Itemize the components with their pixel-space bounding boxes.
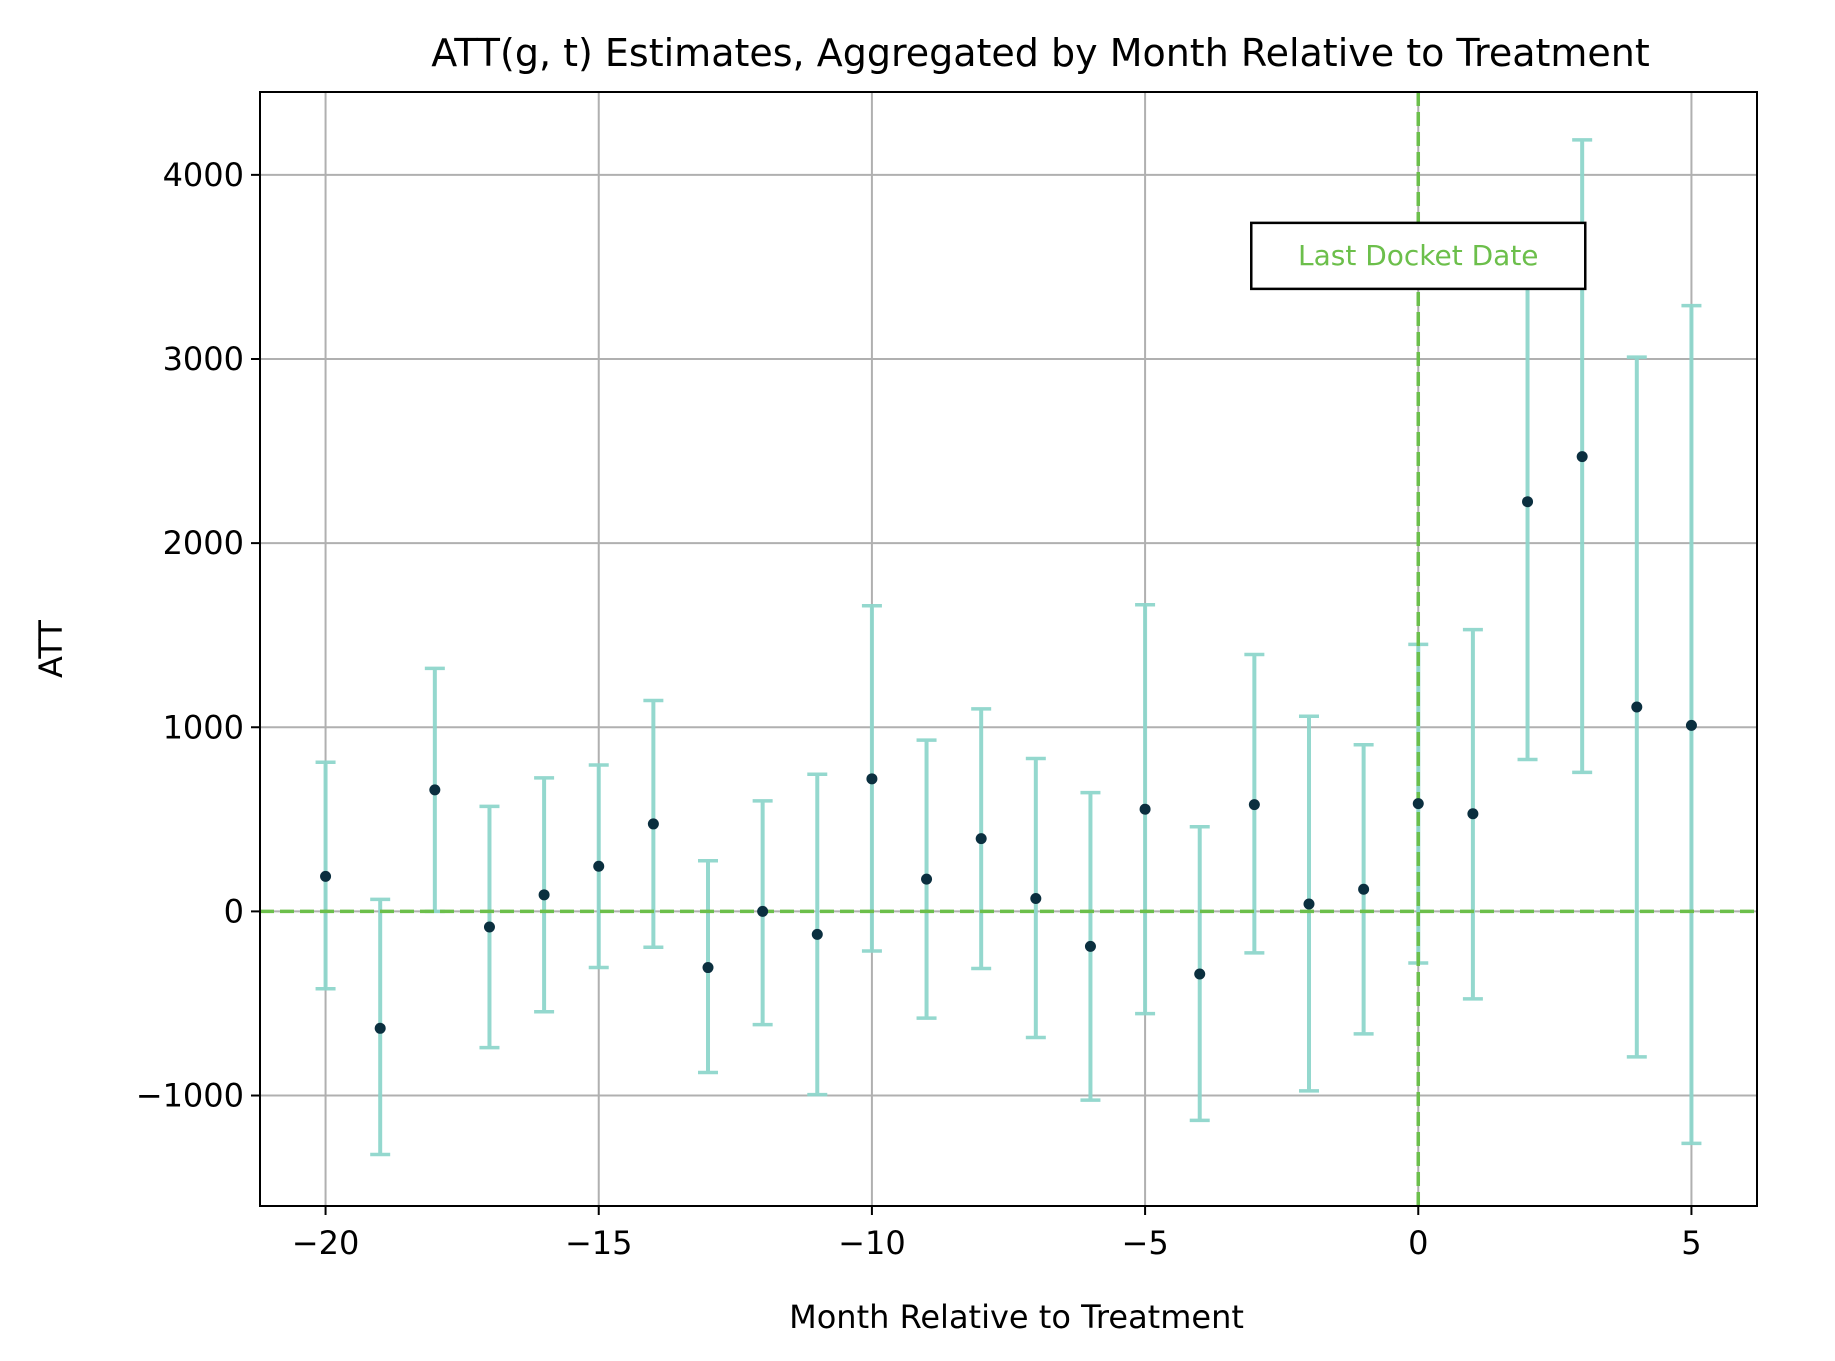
y-tick-label: −1000 (136, 1077, 244, 1115)
y-tick-label: 0 (224, 892, 244, 930)
tick-layer: −20 −15 −10 −5 0 5 −1000 0 1000 2000 3000 4000 (136, 156, 1702, 1262)
data-point (1412, 798, 1424, 810)
data-point (429, 784, 441, 796)
data-point (702, 962, 714, 974)
data-point (1522, 496, 1534, 508)
data-point (1467, 808, 1479, 820)
data-point (1685, 719, 1697, 731)
y-tick-label: 2000 (163, 524, 244, 562)
annotation-label: Last Docket Date (1298, 239, 1539, 272)
data-point (1139, 803, 1151, 815)
x-tick-label: 0 (1408, 1224, 1428, 1262)
y-axis-label: ATT (32, 620, 70, 678)
x-tick-label: −10 (838, 1224, 906, 1262)
data-point (593, 860, 605, 872)
plot-frame (259, 91, 1758, 1207)
data-point (374, 1022, 386, 1034)
data-point (1576, 451, 1588, 463)
data-point (757, 905, 769, 917)
x-tick-label: −15 (565, 1224, 633, 1262)
data-point (483, 921, 495, 933)
data-point (1248, 799, 1260, 811)
data-point (1030, 892, 1042, 904)
data-point (1084, 940, 1096, 952)
x-axis-label: Month Relative to Treatment (789, 1298, 1244, 1336)
annotation-layer: Last Docket Date (1250, 221, 1587, 291)
y-tick-label: 1000 (163, 708, 244, 746)
x-tick-label: −20 (292, 1224, 360, 1262)
x-tick-label: −5 (1122, 1224, 1169, 1262)
data-point (647, 818, 659, 830)
data-point (921, 873, 933, 885)
data-point (975, 833, 987, 845)
data-point (538, 889, 550, 901)
chart-title: ATT(g, t) Estimates, Aggregated by Month… (431, 31, 1650, 75)
data-point (1631, 701, 1643, 713)
point-layer (320, 451, 1697, 1034)
x-tick-label: 5 (1681, 1224, 1701, 1262)
data-point (320, 870, 332, 882)
data-point (1303, 898, 1315, 910)
data-point (866, 773, 878, 785)
data-point (811, 928, 823, 940)
y-tick-label: 3000 (163, 340, 244, 378)
y-tick-label: 4000 (163, 156, 244, 194)
data-point (1358, 883, 1370, 895)
data-point (1194, 968, 1206, 980)
annotation-box (1250, 221, 1587, 291)
